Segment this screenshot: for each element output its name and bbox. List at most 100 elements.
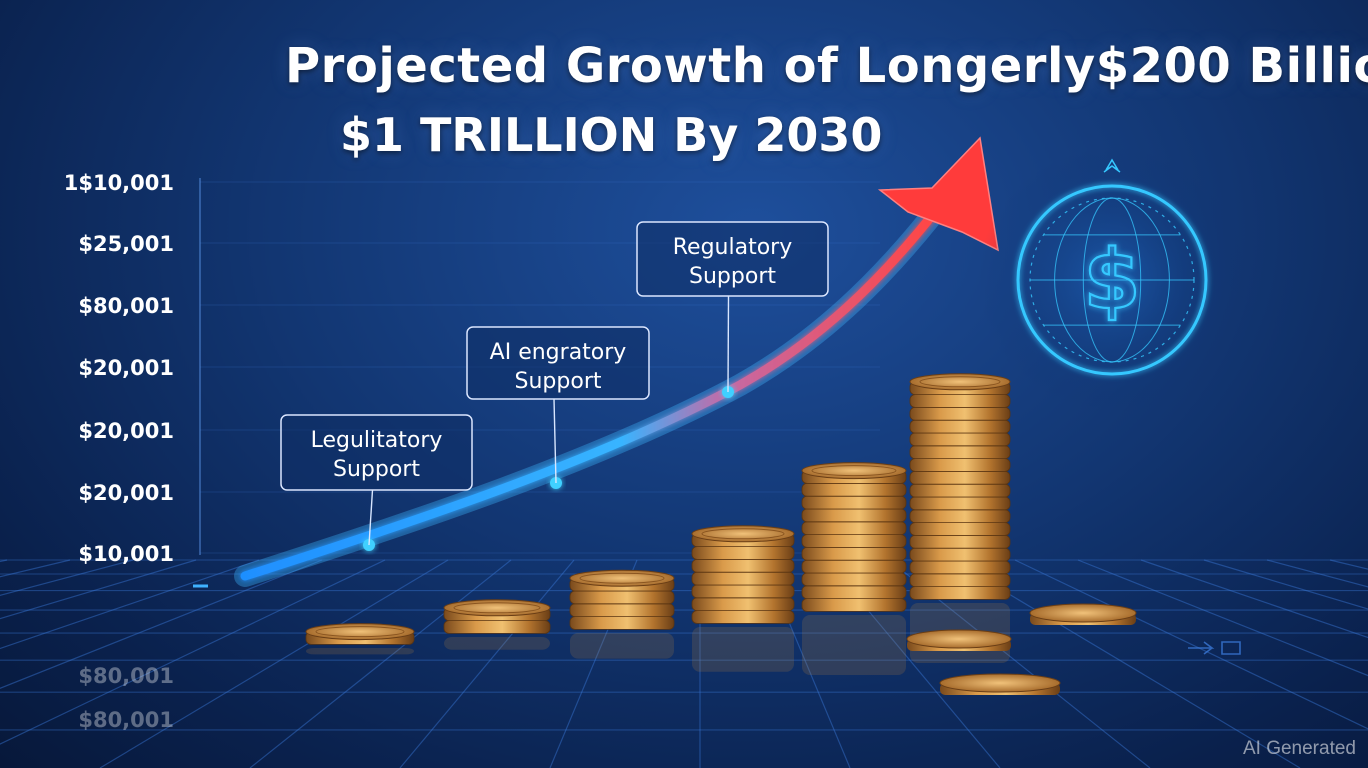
coin xyxy=(909,522,1011,536)
growth-curve-line xyxy=(240,213,935,581)
callout-text-line-2: Support xyxy=(515,369,602,394)
coin-stack xyxy=(443,599,551,650)
y-tick-label: $20,001 xyxy=(78,419,174,443)
coin-rim xyxy=(811,465,897,477)
coin-reflection xyxy=(306,648,414,655)
grid-line xyxy=(0,559,323,689)
coin xyxy=(909,445,1011,459)
floor-symbol-icon xyxy=(1188,641,1241,655)
coin xyxy=(801,495,907,510)
callout-text-line-1: AI engratory xyxy=(490,340,627,365)
coin-stack xyxy=(909,373,1011,663)
globe-outer-ring xyxy=(1016,184,1208,376)
coin xyxy=(801,559,907,574)
compass-marker-icon xyxy=(1103,158,1121,173)
perspective-grid xyxy=(0,181,1368,768)
y-tick-label: $10,001 xyxy=(78,542,174,566)
loose-coin-top xyxy=(939,673,1061,693)
dollar-sign-icon: $ xyxy=(1083,233,1140,328)
coin-reflection xyxy=(570,633,674,659)
grid-line xyxy=(1140,559,1368,639)
coin xyxy=(909,496,1011,511)
y-tick-label: $20,001 xyxy=(78,356,174,380)
grid-line xyxy=(1266,559,1368,588)
callout-leader xyxy=(368,489,374,546)
coin-rim xyxy=(315,626,405,638)
coin xyxy=(569,603,675,617)
grid-line xyxy=(1077,559,1368,677)
grid-line xyxy=(0,559,260,650)
grid-line xyxy=(0,559,134,596)
coin xyxy=(909,547,1011,562)
coin-reflection xyxy=(444,637,550,650)
callout-leader xyxy=(553,398,557,484)
coin-rim xyxy=(701,528,785,540)
coin xyxy=(909,470,1011,485)
coin xyxy=(909,483,1011,498)
grid-line xyxy=(0,559,386,745)
loose-coin-top xyxy=(1029,603,1137,623)
coin xyxy=(801,572,907,587)
coin-rim xyxy=(453,602,541,614)
coin-stacks xyxy=(305,373,1137,695)
grid-line xyxy=(1203,559,1368,610)
annotation-callout: AI engratory Support xyxy=(466,326,650,484)
grid-line xyxy=(0,559,197,620)
coin-top xyxy=(691,525,795,543)
annotation-callout: Legulitatory Support xyxy=(280,414,473,546)
coin xyxy=(801,521,907,535)
coin xyxy=(909,458,1011,472)
coin-top xyxy=(443,599,551,617)
chart-title-line-2: $1 TRILLION By 2030 xyxy=(340,108,883,162)
coin xyxy=(691,584,795,599)
y-tick-label: $25,001 xyxy=(78,232,174,256)
callout-box xyxy=(466,326,650,400)
callout-text-line-2: Support xyxy=(333,457,420,482)
callout-box xyxy=(280,414,473,491)
callout-text-line-1: Regulatory xyxy=(673,235,793,260)
ai-generated-watermark: AI Generated xyxy=(1242,738,1356,759)
coin-top xyxy=(909,373,1011,391)
coin xyxy=(569,616,675,630)
grid-line xyxy=(99,559,449,768)
annotations: Legulitatory Support AI engratory Support Re… xyxy=(280,221,829,546)
coin xyxy=(691,610,795,624)
coin xyxy=(801,508,907,523)
coin xyxy=(909,509,1011,523)
callout-box xyxy=(636,221,829,297)
coin-stack xyxy=(801,462,907,675)
coin xyxy=(801,482,907,497)
coin xyxy=(569,590,675,605)
loose-coin-top xyxy=(906,629,1012,649)
coin xyxy=(691,571,795,586)
coin xyxy=(909,432,1011,447)
coin-stack xyxy=(569,569,675,659)
coin xyxy=(443,620,551,634)
grid-line xyxy=(1014,559,1368,730)
dollar-globe-icon: $ xyxy=(978,146,1246,655)
grid-line xyxy=(0,559,8,563)
y-tick-label: $20,001 xyxy=(78,481,174,505)
coin-rim xyxy=(919,376,1001,388)
y-tick-label: 1$10,001 xyxy=(64,171,174,195)
coin-reflection xyxy=(802,615,906,675)
coin xyxy=(909,573,1011,587)
coin-stack xyxy=(305,623,415,655)
grid-line xyxy=(399,559,575,768)
callout-text-line-2: Support xyxy=(689,264,776,289)
coin-top xyxy=(569,569,675,587)
coin xyxy=(801,534,907,548)
coin xyxy=(691,597,795,611)
coin xyxy=(909,406,1011,421)
coin xyxy=(691,546,795,560)
reflected-tick-label: $80,001 xyxy=(78,664,174,688)
coin xyxy=(909,419,1011,434)
y-axis: 1$10,001 $25,001 $80,001 $20,001 $20,001 $20,… xyxy=(64,171,208,732)
coin xyxy=(909,394,1011,408)
grid-line xyxy=(249,559,512,768)
callout-text-line-1: Legulitatory xyxy=(311,428,443,453)
coin xyxy=(691,559,795,573)
coin-rim xyxy=(579,572,665,584)
coin-top xyxy=(305,623,415,641)
